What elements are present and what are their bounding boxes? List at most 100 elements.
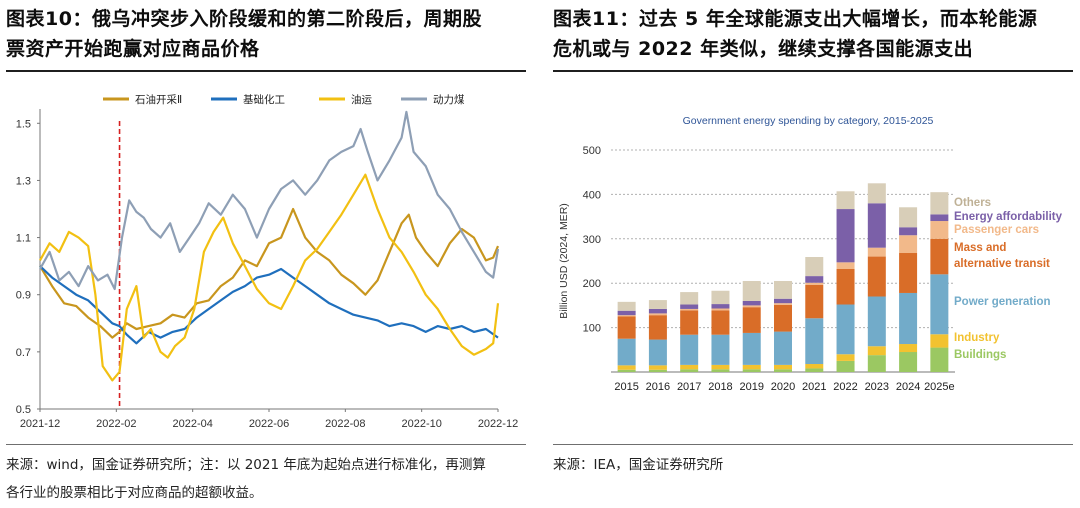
legend-item-3: 动力煤 <box>401 93 465 106</box>
bar-segment-others <box>680 292 699 305</box>
x-tick-label: 2021-12 <box>20 418 60 430</box>
legend-label: Power generation <box>954 296 1051 308</box>
bar-segment-energy-affordability <box>648 308 667 314</box>
bar-segment-industry <box>930 334 949 348</box>
bar-segment-buildings <box>899 352 918 372</box>
bar-segment-mass-and-alternative-transit <box>930 238 949 275</box>
bar-segment-buildings <box>711 369 730 372</box>
bar-segment-passenger-cars <box>836 262 855 269</box>
bar-segment-buildings <box>930 347 949 372</box>
bar-segment-mass-and-alternative-transit <box>805 284 824 319</box>
left-title-line-1: 图表10：俄乌冲突步入阶段缓和的第二阶段后，周期股 <box>6 8 482 30</box>
bar-segment-industry <box>711 364 730 370</box>
right-title-line-2: 危机或与 2022 年类似，继续支撑各国能源支出 <box>553 38 974 60</box>
left-figure-title: 图表10：俄乌冲突步入阶段缓和的第二阶段后，周期股 票资产开始跑赢对应商品价格 <box>6 4 526 64</box>
bar-segment-passenger-cars <box>867 247 886 257</box>
bar-segment-power-generation <box>774 331 792 365</box>
x-tick-label: 2023 <box>865 381 889 393</box>
y-tick-label: 400 <box>583 189 601 201</box>
bar-segment-others <box>711 290 730 305</box>
bar-segment-passenger-cars <box>774 303 792 305</box>
bar-segment-buildings <box>617 369 636 372</box>
bar-segment-passenger-cars <box>742 305 761 308</box>
chart-title: Government energy spending by category, … <box>683 115 934 127</box>
bar-segment-energy-affordability <box>836 209 855 263</box>
bar-segment-industry <box>836 354 855 361</box>
y-tick-label: 1.1 <box>16 233 31 245</box>
legend-label: Mass and <box>954 242 1006 254</box>
left-line-chart: 石油开采Ⅱ 基础化工 油运 动力煤 0.5 0.7 0.9 1.1 1.3 1.5 2021-12 2… <box>16 93 518 430</box>
x-tick-label: 2022-12 <box>478 418 518 430</box>
right-source-note: 来源：IEA，国金证券研究所 <box>553 451 1073 479</box>
bar-segment-buildings <box>867 355 886 372</box>
bar-segment-industry <box>742 364 761 370</box>
x-tick-label: 2022-10 <box>401 418 441 430</box>
series-line-2 <box>39 173 500 382</box>
bar-segment-mass-and-alternative-transit <box>867 256 886 297</box>
bar-segment-energy-affordability <box>867 203 886 248</box>
x-tick-label: 2016 <box>646 381 670 393</box>
legend-label: 基础化工 <box>243 93 285 106</box>
bar-segment-buildings <box>805 368 824 372</box>
right-stacked-bar-chart: Government energy spending by category, … <box>558 115 1063 393</box>
bar-segment-mass-and-alternative-transit <box>742 307 761 333</box>
y-tick-label: 1.5 <box>16 118 31 130</box>
left-source-line-1: 来源：wind，国金证券研究所；注：以 2021 年底为起始点进行标准化，再测算 <box>6 457 486 473</box>
bar-segment-mass-and-alternative-transit <box>648 315 667 340</box>
right-title-line-1: 图表11：过去 5 年全球能源支出大幅增长，而本轮能源 <box>553 8 1038 30</box>
bar-segment-power-generation <box>899 292 918 345</box>
bar-segment-passenger-cars <box>930 221 949 239</box>
left-source-line-2: 各行业的股票相比于对应商品的超额收益。 <box>6 485 263 501</box>
y-tick-label: 500 <box>583 145 601 157</box>
x-tick-label: 2022 <box>833 381 857 393</box>
legend-label: alternative transit <box>954 258 1050 270</box>
bar-segment-others <box>805 257 824 277</box>
bar-segment-power-generation <box>930 274 949 335</box>
x-tick-label: 2025e <box>924 381 955 393</box>
y-tick-label: 1.3 <box>16 175 31 187</box>
bar-segment-power-generation <box>648 339 667 366</box>
bar-segment-others <box>836 191 855 210</box>
bar-segment-energy-affordability <box>930 214 949 222</box>
bar-segment-passenger-cars <box>899 235 918 254</box>
bar-segment-power-generation <box>867 296 886 347</box>
bar-segment-power-generation <box>836 304 855 355</box>
bar-segment-others <box>648 300 667 309</box>
bar-segment-buildings <box>648 369 667 372</box>
bar-segment-others <box>899 207 918 228</box>
x-tick-label: 2015 <box>614 381 638 393</box>
right-figure-title: 图表11：过去 5 年全球能源支出大幅增长，而本轮能源 危机或与 2022 年类… <box>553 4 1073 64</box>
bar-segment-power-generation <box>805 318 824 365</box>
left-source-rule <box>6 444 526 445</box>
y-tick-label: 100 <box>583 323 601 335</box>
y-tick-label: 300 <box>583 234 601 246</box>
right-source-rule <box>553 444 1073 445</box>
bar-segment-energy-affordability <box>711 304 730 309</box>
y-tick-label: 0.7 <box>16 347 31 359</box>
x-tick-label: 2019 <box>739 381 763 393</box>
y-tick-label: 0.5 <box>16 404 31 416</box>
y-tick-label: 0.9 <box>16 290 31 302</box>
bar-segment-others <box>867 183 886 204</box>
bar-segment-passenger-cars <box>617 315 636 317</box>
right-source-line: 来源：IEA，国金证券研究所 <box>553 457 724 473</box>
bar-segment-industry <box>805 364 824 369</box>
x-tick-label: 2022-08 <box>325 418 365 430</box>
x-tick-label: 2022-04 <box>172 418 212 430</box>
bar-segment-mass-and-alternative-transit <box>711 310 730 335</box>
x-tick-label: 2020 <box>771 381 795 393</box>
right-title-rule <box>553 70 1073 72</box>
left-source-note: 来源：wind，国金证券研究所；注：以 2021 年底为起始点进行标准化，再测算… <box>6 451 536 507</box>
legend-item-2: 油运 <box>319 93 372 106</box>
bar-segment-others <box>774 280 792 299</box>
series-line-1 <box>39 265 499 345</box>
legend-label: Energy affordability <box>954 211 1063 223</box>
bar-segment-mass-and-alternative-transit <box>899 253 918 293</box>
bar-segment-power-generation <box>711 334 730 365</box>
bar-segment-mass-and-alternative-transit <box>836 268 855 305</box>
bar-segment-industry <box>680 364 699 370</box>
series-line-3 <box>39 110 500 291</box>
legend-label: Passenger cars <box>954 224 1039 236</box>
bar-segment-energy-affordability <box>805 276 824 283</box>
x-tick-label: 2021 <box>802 381 826 393</box>
